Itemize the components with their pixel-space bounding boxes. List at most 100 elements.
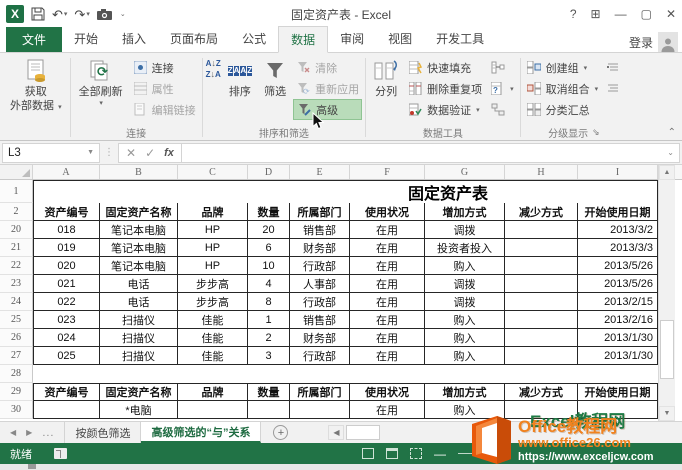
cell[interactable]	[290, 401, 350, 419]
table-title-cell[interactable]: 固定资产表	[33, 180, 658, 203]
cell[interactable]	[505, 365, 578, 383]
filter-button[interactable]: 筛选	[259, 55, 291, 103]
row-number[interactable]: 20	[0, 221, 33, 239]
cell[interactable]: 佳能	[178, 311, 248, 329]
cell[interactable]: 资产编号	[33, 383, 100, 401]
cell[interactable]: 020	[33, 257, 100, 275]
name-box[interactable]: L3 ▼	[2, 142, 100, 163]
cell[interactable]: 023	[33, 311, 100, 329]
new-sheet-icon[interactable]: +	[273, 425, 289, 440]
cell[interactable]	[425, 365, 505, 383]
cell[interactable]: 佳能	[178, 329, 248, 347]
cell[interactable]: 投资者投入	[425, 239, 505, 257]
prev-sheet-icon[interactable]: ◀	[10, 428, 17, 437]
cell[interactable]: 2	[248, 329, 290, 347]
macro-record-icon[interactable]	[54, 448, 67, 459]
cell[interactable]: 开始使用日期	[578, 203, 658, 221]
cell[interactable]: 3	[248, 347, 290, 365]
cell[interactable]: 2013/5/26	[578, 275, 658, 293]
close-icon[interactable]: ✕	[665, 7, 676, 21]
row-number[interactable]: 24	[0, 293, 33, 311]
horizontal-scrollbar[interactable]: ◀	[328, 422, 381, 443]
cell[interactable]	[505, 293, 578, 311]
zoom-slider[interactable]	[458, 450, 504, 457]
cell[interactable]: 6	[248, 239, 290, 257]
select-all-corner[interactable]	[0, 165, 33, 179]
zoom-out-icon[interactable]: —	[434, 446, 446, 461]
tab-开始[interactable]: 开始	[74, 32, 99, 46]
cell[interactable]: 笔记本电脑	[100, 239, 178, 257]
name-box-dropdown-icon[interactable]: ▼	[87, 149, 94, 156]
row-number[interactable]: 29	[0, 383, 33, 401]
cell[interactable]: 在用	[350, 257, 425, 275]
maximize-icon[interactable]: ▢	[640, 7, 652, 21]
cell[interactable]: 8	[248, 293, 290, 311]
column-header-G[interactable]: G	[425, 165, 505, 179]
cell[interactable]	[178, 401, 248, 419]
cell[interactable]: 减少方式	[505, 203, 578, 221]
ungroup-button[interactable]: 取消组合 ▾	[524, 78, 602, 99]
cell[interactable]: 4	[248, 275, 290, 293]
cell[interactable]: 笔记本电脑	[100, 257, 178, 275]
cell[interactable]: 扫描仪	[100, 329, 178, 347]
create-group-button[interactable]: 创建组 ▾	[524, 57, 602, 78]
cell[interactable]	[248, 365, 290, 383]
vertical-scroll-track[interactable]	[659, 180, 675, 406]
excel-app-icon[interactable]: X	[6, 5, 24, 23]
cell[interactable]: 步步高	[178, 275, 248, 293]
enter-icon[interactable]: ✓	[145, 145, 156, 160]
cell[interactable]: 025	[33, 347, 100, 365]
tab-开发工具[interactable]: 开发工具	[436, 32, 485, 46]
cell[interactable]: 行政部	[290, 293, 350, 311]
cell[interactable]: 电话	[100, 293, 178, 311]
vertical-scrollbar[interactable]: ▲ ▼	[658, 165, 675, 421]
redo-dropdown-icon[interactable]: ▾	[86, 10, 90, 18]
next-sheet-icon[interactable]: ▶	[26, 428, 33, 437]
cell[interactable]: 增加方式	[425, 383, 505, 401]
cell[interactable]: 在用	[350, 239, 425, 257]
cell[interactable]: 所属部门	[290, 203, 350, 221]
cell[interactable]	[248, 401, 290, 419]
cell[interactable]	[505, 347, 578, 365]
row-number[interactable]: 2	[0, 203, 33, 221]
show-detail-button[interactable]	[603, 57, 624, 78]
cell[interactable]: 1	[248, 311, 290, 329]
cell[interactable]: 022	[33, 293, 100, 311]
cell[interactable]: 增加方式	[425, 203, 505, 221]
row-number[interactable]: 28	[0, 365, 33, 383]
cell[interactable]: 电话	[100, 275, 178, 293]
help-icon[interactable]: ?	[569, 7, 577, 21]
cell[interactable]: 调拨	[425, 221, 505, 239]
cell[interactable]: HP	[178, 221, 248, 239]
cell[interactable]: 在用	[350, 401, 425, 419]
dialog-launcher-icon[interactable]: ⇘	[592, 126, 600, 137]
cell[interactable]	[505, 257, 578, 275]
hide-detail-button[interactable]	[603, 78, 624, 99]
cell[interactable]: 购入	[425, 257, 505, 275]
connections-button[interactable]: 连接	[130, 57, 199, 78]
tab-插入[interactable]: 插入	[122, 32, 147, 46]
cell[interactable]: 在用	[350, 293, 425, 311]
relationships-button[interactable]	[487, 99, 517, 120]
cell[interactable]: 品牌	[178, 203, 248, 221]
cell[interactable]	[33, 401, 100, 419]
row-number[interactable]: 22	[0, 257, 33, 275]
cell[interactable]: 所属部门	[290, 383, 350, 401]
undo-dropdown-icon[interactable]: ▾	[63, 10, 68, 18]
cell[interactable]: 销售部	[290, 221, 350, 239]
redo-button[interactable]: ↷ ▾	[74, 6, 90, 22]
cell[interactable]: 佳能	[178, 347, 248, 365]
cell[interactable]: 2013/2/15	[578, 293, 658, 311]
page-break-view-icon[interactable]	[410, 448, 422, 459]
cell[interactable]: *电脑	[100, 401, 178, 419]
tab-页面布局[interactable]: 页面布局	[170, 32, 219, 46]
column-header-I[interactable]: I	[578, 165, 658, 179]
cell[interactable]: 减少方式	[505, 383, 578, 401]
column-header-H[interactable]: H	[505, 165, 578, 179]
formula-bar-expand-icon[interactable]: ⌄	[667, 148, 674, 157]
scroll-down-icon[interactable]: ▼	[659, 406, 675, 421]
cell[interactable]	[290, 365, 350, 383]
cell[interactable]: 在用	[350, 221, 425, 239]
consolidate-button[interactable]	[487, 57, 517, 78]
column-header-B[interactable]: B	[100, 165, 178, 179]
